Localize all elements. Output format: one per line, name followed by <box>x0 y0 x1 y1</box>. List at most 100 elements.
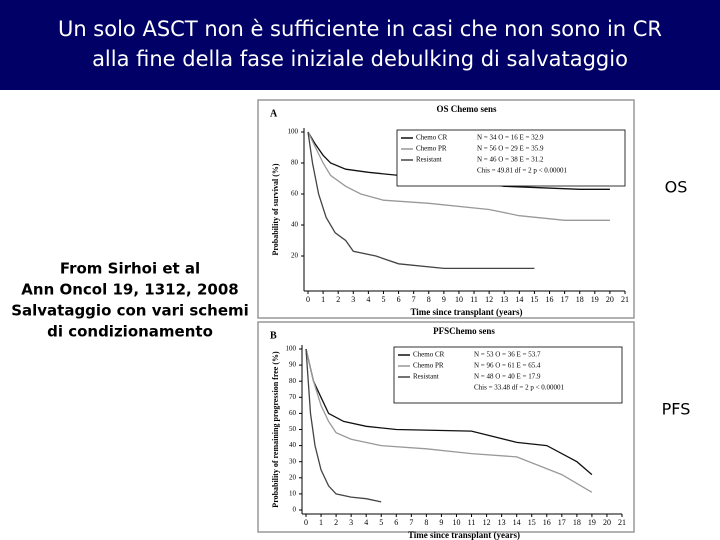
x-tick-label: 3 <box>351 295 355 304</box>
y-tick-label: 30 <box>289 457 297 465</box>
source-line: Salvataggio con vari schemi <box>11 302 249 320</box>
y-tick-label: 20 <box>291 252 299 260</box>
legend-stats: N = 48 O = 40 E = 17.9 <box>474 373 541 381</box>
x-tick-label: 3 <box>349 518 353 527</box>
legend-label: Chemo PR <box>416 145 447 153</box>
x-tick-label: 7 <box>409 518 413 527</box>
x-tick-label: 5 <box>379 518 383 527</box>
legend-stats: N = 34 O = 16 E = 32.9 <box>477 134 544 142</box>
x-tick-label: 1 <box>321 295 325 304</box>
x-tick-label: 10 <box>455 295 463 304</box>
legend-label: Chemo CR <box>413 351 445 359</box>
x-tick-label: 11 <box>470 295 478 304</box>
source-line: di condizionamento <box>47 323 213 341</box>
x-tick-label: 8 <box>424 518 428 527</box>
y-tick-label: 80 <box>289 377 297 385</box>
source-line: Ann Oncol 19, 1312, 2008 <box>21 281 238 299</box>
x-tick-label: 18 <box>573 518 581 527</box>
x-tick-label: 8 <box>427 295 431 304</box>
x-tick-label: 19 <box>588 518 596 527</box>
legend <box>396 129 626 187</box>
x-tick-label: 0 <box>304 518 308 527</box>
km-curve <box>307 131 610 190</box>
x-tick-label: 12 <box>483 518 491 527</box>
x-tick-label: 20 <box>606 295 614 304</box>
y-tick-label: 40 <box>289 441 297 449</box>
y-tick-label: 10 <box>289 490 297 498</box>
x-tick-label: 4 <box>366 295 370 304</box>
km-curve <box>305 348 593 476</box>
x-tick-label: 19 <box>591 295 599 304</box>
x-axis-label: Time since transplant (years) <box>410 307 522 317</box>
legend-stats: N = 53 O = 36 E = 53.7 <box>474 351 541 359</box>
legend-stats: N = 46 O = 38 E = 31.2 <box>477 156 544 164</box>
x-tick-label: 13 <box>500 295 508 304</box>
y-tick-label: 50 <box>289 425 297 433</box>
x-tick-label: 9 <box>439 518 443 527</box>
legend-stats: N = 96 O = 61 E = 65.4 <box>474 362 541 370</box>
x-tick-label: 7 <box>412 295 416 304</box>
x-tick-label: 5 <box>381 295 385 304</box>
x-tick-label: 2 <box>334 518 338 527</box>
y-tick-label: 60 <box>289 409 297 417</box>
x-tick-label: 2 <box>336 295 340 304</box>
y-tick-label: 20 <box>289 473 297 481</box>
source-note: From Sirhoi et al Ann Oncol 19, 1312, 20… <box>11 260 249 341</box>
y-tick-label: 70 <box>289 393 297 401</box>
km-curve <box>307 131 535 270</box>
x-tick-label: 21 <box>621 295 629 304</box>
x-tick-label: 17 <box>561 295 569 304</box>
x-tick-label: 1 <box>319 518 323 527</box>
km-curve <box>305 348 593 493</box>
chart-title: OS Chemo sens <box>436 104 497 114</box>
panel-label: A <box>270 108 278 119</box>
chart: A OS Chemo sens Time since transplant (yea… <box>257 99 635 319</box>
y-axis-label: Probability of remaining progression fre… <box>271 351 280 508</box>
x-tick-label: 12 <box>485 295 493 304</box>
y-tick-label: 0 <box>293 506 297 514</box>
side-label: PFS <box>662 400 691 419</box>
legend-label: Resistant <box>416 156 442 164</box>
x-tick-label: 15 <box>530 295 538 304</box>
source-line: From Sirhoi et al <box>60 260 200 278</box>
y-tick-label: 40 <box>291 221 299 229</box>
x-tick-label: 6 <box>397 295 401 304</box>
legend-test: Chis = 49.81 df = 2 p < 0.00001 <box>477 167 568 175</box>
y-axis-label: Probability of survival (%) <box>271 163 280 255</box>
legend-test: Chis = 33.48 df = 2 p < 0.00001 <box>474 384 565 392</box>
x-tick-label: 17 <box>558 518 566 527</box>
x-tick-label: 11 <box>468 518 476 527</box>
x-tick-label: 20 <box>603 518 611 527</box>
y-tick-label: 100 <box>288 128 299 136</box>
y-tick-label: 80 <box>291 159 299 167</box>
x-tick-label: 15 <box>528 518 536 527</box>
side-label: OS <box>665 178 688 197</box>
legend <box>393 346 623 404</box>
x-tick-label: 18 <box>576 295 584 304</box>
y-tick-label: 100 <box>286 345 297 353</box>
km-curve <box>305 348 382 503</box>
legend-label: Chemo PR <box>413 362 444 370</box>
slide-title: alla fine della fase iniziale debulking … <box>92 47 628 71</box>
legend-label: Resistant <box>413 373 439 381</box>
km-curve <box>307 131 610 221</box>
chart: B PFSChemo sens Time since transplant (yea… <box>257 321 635 540</box>
x-tick-label: 0 <box>306 295 310 304</box>
x-tick-label: 4 <box>364 518 368 527</box>
panel-label: B <box>270 330 277 341</box>
title-bar <box>0 0 720 90</box>
y-tick-label: 90 <box>289 361 297 369</box>
x-tick-label: 14 <box>513 518 521 527</box>
x-tick-label: 16 <box>546 295 554 304</box>
legend-label: Chemo CR <box>416 134 448 142</box>
x-axis-label: Time since transplant (years) <box>408 530 520 540</box>
y-tick-label: 60 <box>291 190 299 198</box>
x-tick-label: 14 <box>515 295 523 304</box>
x-tick-label: 10 <box>452 518 460 527</box>
x-tick-label: 21 <box>618 518 626 527</box>
chart-title: PFSChemo sens <box>433 326 495 336</box>
x-tick-label: 13 <box>498 518 506 527</box>
slide-title: Un solo ASCT non è sufficiente in casi c… <box>58 17 662 41</box>
x-tick-label: 16 <box>543 518 551 527</box>
